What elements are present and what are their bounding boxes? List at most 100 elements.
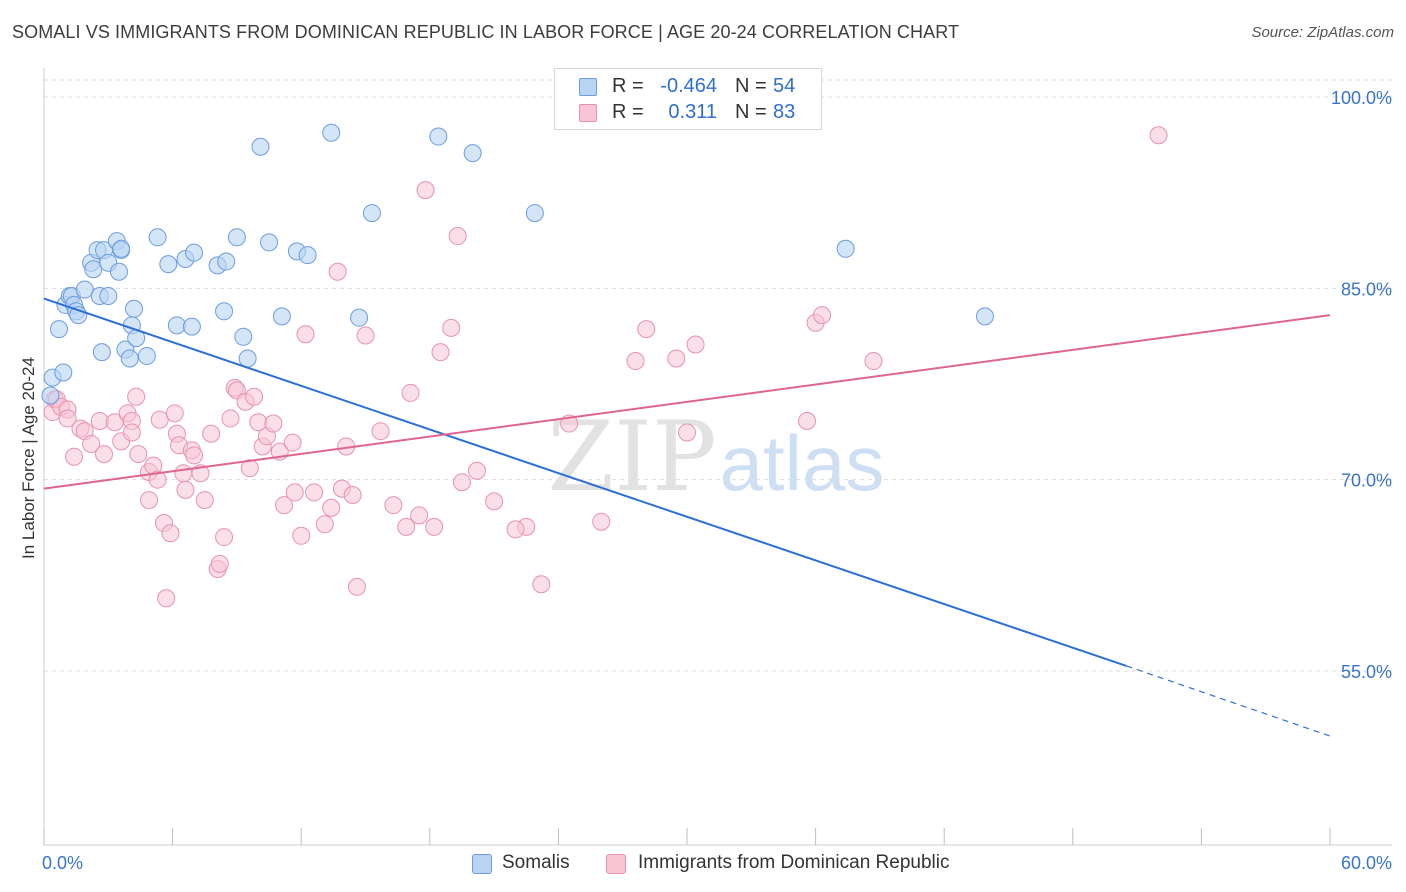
point-somali	[975, 307, 994, 326]
point-dominican	[264, 414, 283, 433]
point-somali	[525, 204, 544, 223]
y-tick-label: 100.0%	[1331, 88, 1392, 108]
point-somali	[112, 239, 131, 258]
n-label: N =	[735, 101, 767, 123]
point-somali	[148, 228, 167, 247]
point-dominican	[240, 459, 259, 478]
point-dominican	[371, 422, 390, 441]
point-dominican	[210, 554, 229, 573]
point-dominican	[202, 424, 221, 443]
point-dominican	[161, 524, 180, 543]
point-somali	[322, 123, 341, 142]
point-dominican	[347, 577, 366, 596]
point-dominican	[485, 492, 504, 511]
legend-swatch-dominican	[606, 854, 626, 874]
point-dominican	[140, 491, 159, 510]
point-dominican	[185, 446, 204, 465]
point-dominican	[678, 423, 696, 442]
point-somali	[120, 349, 139, 368]
point-dominican	[813, 306, 832, 325]
point-dominican	[864, 352, 883, 371]
point-dominican	[401, 383, 420, 402]
point-somali	[75, 280, 94, 299]
n-value-somalis: 54	[773, 75, 796, 97]
point-dominican	[592, 512, 611, 531]
point-somali	[234, 327, 253, 346]
point-dominican	[275, 496, 294, 515]
point-dominican	[95, 445, 114, 464]
point-dominican	[425, 517, 444, 536]
stats-legend: R = -0.464 N = 54 R = 0.311 N = 83	[554, 68, 822, 130]
point-dominican	[410, 506, 429, 525]
point-somali	[463, 144, 482, 163]
point-dominican	[506, 520, 525, 539]
r-value-dominican: 0.311	[668, 101, 717, 123]
point-dominican	[148, 470, 167, 489]
point-dominican	[127, 387, 146, 406]
point-somali	[272, 307, 291, 326]
point-somali	[836, 239, 855, 258]
point-dominican	[90, 411, 109, 430]
n-value-dominican: 83	[773, 101, 796, 123]
point-somali	[50, 320, 69, 339]
point-dominican	[150, 410, 169, 429]
stats-row-dominican: R = 0.311 N = 83	[555, 100, 821, 126]
point-dominican	[448, 227, 467, 246]
point-dominican	[292, 526, 311, 545]
point-dominican	[296, 325, 315, 344]
point-dominican	[467, 461, 486, 480]
point-dominican	[322, 498, 341, 517]
x-tick-label: 0.0%	[42, 853, 83, 873]
point-somali	[215, 302, 234, 321]
point-dominican	[384, 496, 403, 515]
trendline-somalis-extension	[1126, 665, 1331, 737]
r-label: R =	[612, 75, 644, 97]
data-points	[41, 123, 1168, 608]
point-dominican	[176, 480, 195, 499]
point-dominican	[82, 434, 101, 453]
point-dominican	[58, 409, 77, 428]
point-dominican	[532, 575, 551, 594]
y-tick-label: 85.0%	[1341, 279, 1392, 299]
n-label: N =	[735, 75, 767, 97]
point-somali	[217, 252, 236, 271]
x-tick-label: 60.0%	[1341, 853, 1392, 873]
point-dominican	[452, 473, 471, 492]
axes	[43, 68, 1392, 846]
point-somali	[167, 316, 186, 335]
point-dominican	[416, 181, 435, 200]
trend-lines	[43, 297, 1331, 737]
dominican-swatch	[579, 104, 597, 122]
y-tick-label: 70.0%	[1341, 471, 1392, 491]
point-dominican	[637, 320, 656, 339]
point-somali	[84, 260, 103, 279]
point-somali	[159, 255, 178, 274]
stats-row-somalis: R = -0.464 N = 54	[555, 74, 821, 100]
point-somali	[260, 233, 279, 252]
point-dominican	[442, 318, 461, 337]
trendline-somalis	[43, 297, 1127, 667]
grid	[44, 79, 1392, 672]
point-dominican	[397, 517, 416, 536]
point-dominican	[129, 445, 148, 464]
point-dominican	[798, 411, 817, 430]
point-dominican	[626, 352, 645, 371]
trendline-dominican	[43, 314, 1331, 490]
point-somali	[238, 349, 257, 368]
point-dominican	[165, 404, 184, 423]
tick-labels: 55.0% 70.0% 85.0% 100.0% 0.0% 60.0%	[42, 88, 1392, 873]
point-dominican	[174, 464, 193, 483]
legend-label-dominican: Immigrants from Dominican Republic	[638, 852, 950, 873]
y-axis-title: In Labor Force | Age 20-24	[19, 357, 38, 559]
point-somali	[99, 286, 118, 305]
point-dominican	[328, 262, 347, 281]
point-somali	[251, 137, 270, 156]
point-somali	[54, 363, 73, 382]
point-somali	[92, 343, 111, 362]
point-somali	[185, 243, 204, 262]
point-somali	[125, 299, 144, 318]
legend-swatch-somalis	[472, 854, 492, 874]
point-dominican	[65, 447, 84, 466]
point-dominican	[122, 423, 141, 442]
